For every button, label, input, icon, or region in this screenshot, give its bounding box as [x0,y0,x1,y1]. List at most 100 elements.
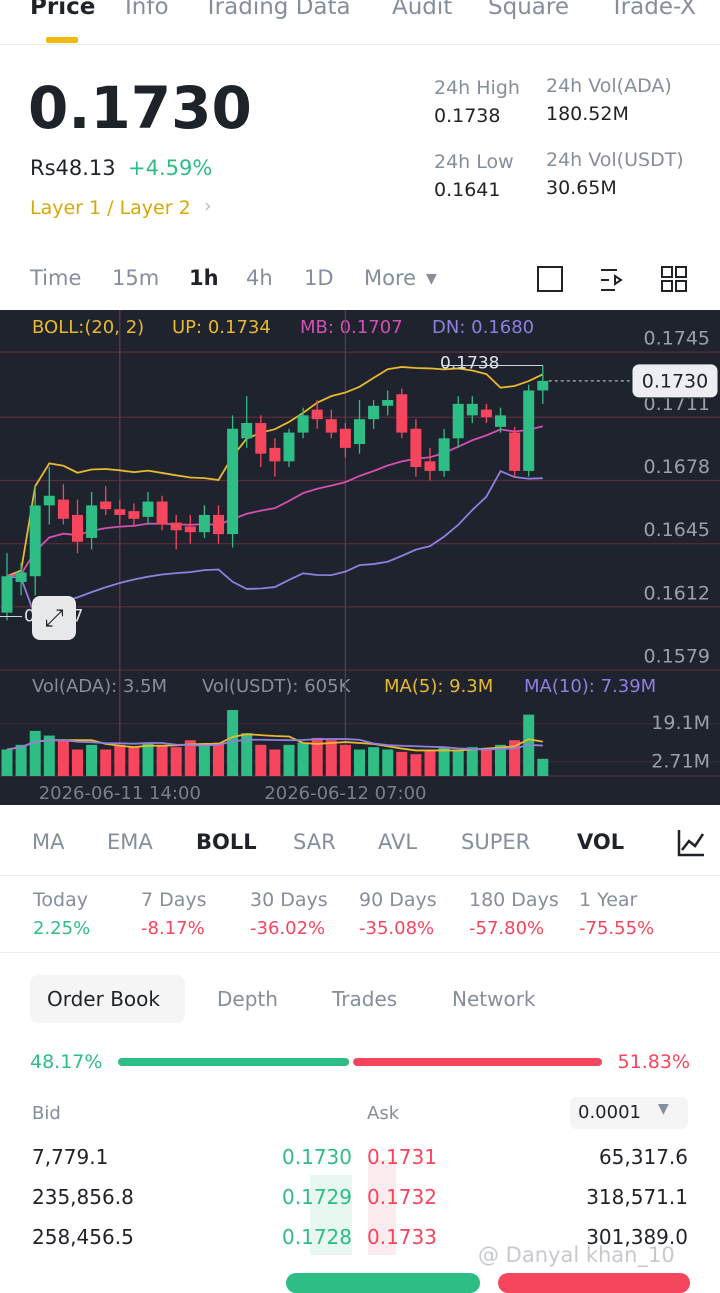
candle-body [283,432,295,462]
interval[interactable]: Time [30,266,82,290]
sell-ratio: 51.83% [617,1051,690,1073]
step-select[interactable] [570,1097,688,1129]
ask-header: Ask [367,1103,400,1124]
legend: BOLL:(20, 2) [32,317,144,338]
orderbook-tab[interactable]: Network [452,987,536,1011]
interval[interactable]: 4h [246,266,273,290]
volume-bar [156,744,168,776]
icon[interactable] [675,266,687,278]
candle-body [480,409,492,418]
icon[interactable] [537,266,563,292]
y-tick-label: 0.1745 [644,328,710,350]
orderbook-tab[interactable]: Depth [217,987,278,1011]
volume-bar [72,749,83,776]
indicator[interactable]: SUPER [461,830,531,854]
divider [0,952,720,953]
candle-body [466,403,478,416]
legend: MA(5): 9.3M [384,676,493,697]
stat-label: 24h Vol(ADA) [546,75,672,97]
candle-body [198,514,210,533]
candle-body [142,501,154,517]
depth-bg [368,1160,396,1255]
candle-body [495,415,506,427]
y-tick-label: 19.1M [651,712,710,734]
volume-bar [480,749,492,776]
icon[interactable] [601,269,623,291]
tab[interactable]: Trading Data [204,0,351,20]
caret: ▼ [658,1101,669,1117]
volume-bar [86,744,98,776]
volume-bar [114,744,126,776]
bid-price: 0.1729 [282,1185,352,1209]
sector-tag[interactable]: Layer 1 / Layer 2 [30,197,191,219]
legend: DN: 0.1680 [432,317,534,338]
ask-amount: 301,389.0 [586,1225,688,1249]
candle-body [1,576,13,613]
tab-underline [46,37,78,43]
vol-ma10 [6,738,543,751]
buy-button[interactable] [286,1273,480,1293]
stat-label: 24h Low [434,151,514,173]
kline-chart[interactable]: BOLL:(20, 2) UP: 0.1734 MB: 0.1707 DN: 0.16… [0,310,720,805]
y-tick-label: 2.71M [651,750,710,772]
interval[interactable]: 15m [112,266,160,290]
candle-body [184,526,196,533]
icon[interactable] [661,280,673,292]
tab[interactable]: Price [30,0,96,20]
candle-body [170,522,182,531]
indicator[interactable]: MA [32,830,65,854]
interval[interactable]: 1h [189,266,219,290]
chevron: › [204,195,212,217]
ask-price: 0.1731 [367,1145,437,1169]
expand-button[interactable]: ⤢ [32,596,76,640]
tab-active-bg [30,975,185,1023]
orderbook-tab[interactable]: Order Book [47,987,160,1011]
tab[interactable]: Audit [392,0,453,20]
indicator[interactable]: BOLL [196,830,257,854]
volume-bar [255,744,267,776]
icon[interactable] [675,280,687,292]
volume-bar [29,730,41,776]
interval[interactable]: More [364,266,417,290]
volume-bar [311,737,323,776]
indicator[interactable]: VOL [577,830,625,854]
y-tick-label: 0.1645 [644,519,710,541]
interval[interactable]: 1D [304,266,334,290]
candle-body [156,501,168,525]
volume-bar [424,749,436,776]
indicator[interactable]: AVL [378,830,418,854]
tab[interactable]: Square [488,0,569,20]
candle-body [325,419,337,433]
bid-price: 0.1730 [282,1145,352,1169]
tab[interactable]: Trade-X [610,0,696,20]
volume-bar [43,735,55,776]
stat-label: 24h Vol(USDT) [546,149,684,171]
volume-bar [438,747,450,776]
period-change: -57.80% [469,918,545,939]
volume-bar [325,740,337,776]
orderbook-tab[interactable]: Trades [332,987,398,1011]
indicator[interactable]: SAR [293,830,336,854]
candle-body [114,509,126,515]
candle-body [297,415,309,433]
icon[interactable] [661,266,673,278]
period-change: -36.02% [250,918,326,939]
legend: MB: 0.1707 [300,317,403,338]
indicator-settings[interactable] [676,828,706,858]
buy-bar [118,1058,350,1066]
indicator[interactable]: EMA [107,830,153,854]
candle-body [396,394,408,433]
sell-button[interactable] [498,1273,690,1293]
candle-body [15,572,27,582]
price: 0.1730 [28,74,252,142]
x-tick-label: 2026-06-11 14:00 [39,783,201,804]
legend: Vol(USDT): 605K [202,676,352,697]
volume-bar [213,742,224,776]
candle-body [128,511,140,519]
chart-tools[interactable] [535,264,705,294]
period-change: -75.55% [579,918,655,939]
boll-down [6,470,543,618]
bid-amount: 235,856.8 [32,1185,134,1209]
caret: ▼ [426,271,437,287]
tab[interactable]: Info [125,0,169,20]
